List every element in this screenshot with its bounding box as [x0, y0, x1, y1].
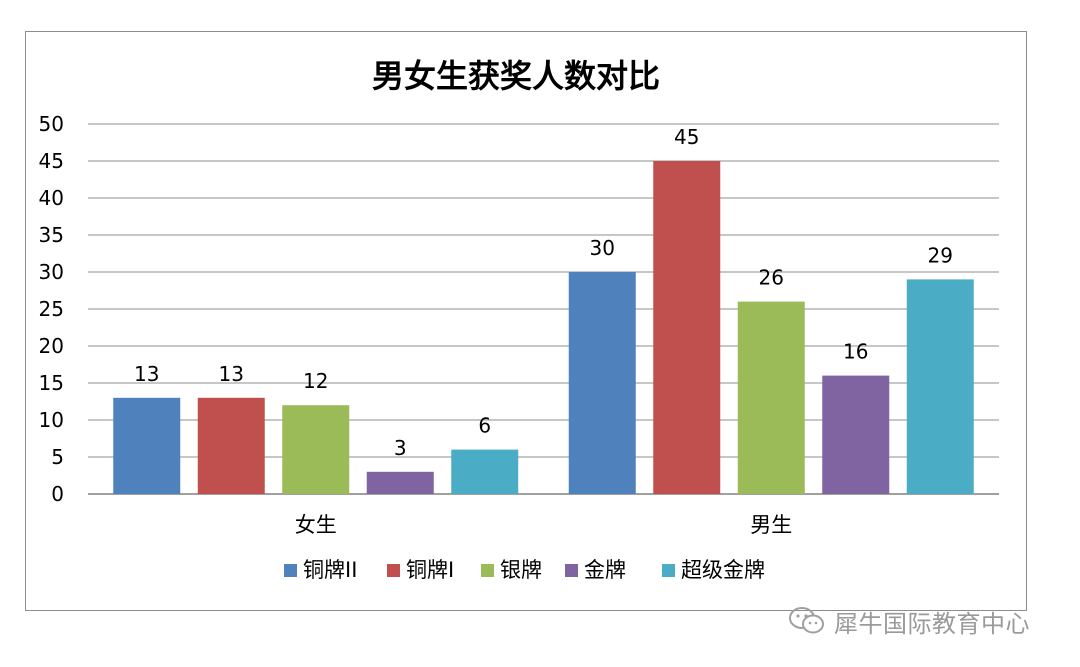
x-axis: 女生 男生: [295, 513, 793, 537]
data-label: 6: [478, 414, 491, 438]
data-label: 3: [394, 436, 407, 460]
data-label: 29: [928, 243, 953, 267]
data-label: 12: [303, 369, 328, 393]
y-tick-label: 0: [51, 482, 64, 506]
legend-swatch: [662, 564, 675, 577]
y-tick-label: 30: [39, 260, 64, 284]
y-tick-label: 25: [39, 297, 64, 321]
legend-swatch: [481, 564, 494, 577]
legend: 铜牌II 铜牌I 银牌 金牌 超级金牌: [284, 558, 765, 582]
chart-title: 男女生获奖人数对比: [372, 57, 660, 95]
x-category-label: 女生: [295, 513, 337, 537]
legend-label: 铜牌I: [406, 558, 454, 582]
y-tick-label: 35: [39, 223, 64, 247]
bar: [906, 279, 974, 494]
legend-swatch: [284, 564, 297, 577]
y-tick-label: 15: [39, 371, 64, 395]
legend-label: 铜牌II: [303, 558, 357, 582]
data-label: 13: [134, 362, 159, 386]
legend-label: 银牌: [500, 558, 542, 582]
bar: [737, 301, 805, 494]
bar: [451, 449, 519, 494]
data-label: 45: [674, 125, 699, 149]
watermark: 犀牛国际教育中心: [788, 604, 1030, 638]
bar: [822, 375, 890, 494]
data-labels: 13 13 12 3 6 30 45 26 16 29: [134, 125, 953, 460]
legend-label: 金牌: [584, 558, 626, 582]
y-tick-label: 45: [39, 149, 64, 173]
legend-swatch: [387, 564, 400, 577]
y-tick-label: 5: [51, 445, 64, 469]
y-tick-label: 40: [39, 186, 64, 210]
bar: [282, 405, 350, 494]
y-axis: 0 5 10 15 20 25 30 35 40 45 50: [39, 112, 64, 506]
bar: [197, 397, 265, 494]
y-tick-label: 10: [39, 408, 64, 432]
bar-chart: 男女生获奖人数对比 0 5 10 15 20 25 30 35 40 45 50 13 13 12 3 6 3…: [39, 57, 999, 582]
data-label: 30: [590, 236, 615, 260]
bar: [568, 272, 636, 494]
bars: [113, 161, 974, 494]
watermark-text: 犀牛国际教育中心: [834, 609, 1030, 638]
data-label: 16: [843, 340, 868, 364]
y-tick-label: 50: [39, 112, 64, 136]
data-label: 26: [759, 266, 784, 290]
x-category-label: 男生: [750, 513, 792, 537]
data-label: 13: [219, 362, 244, 386]
chart-frame: 男女生获奖人数对比 0 5 10 15 20 25 30 35 40 45 50 13 13 12 3 6 3…: [25, 31, 1027, 611]
legend-swatch: [565, 564, 578, 577]
legend-label: 超级金牌: [681, 558, 765, 582]
y-tick-label: 20: [39, 334, 64, 358]
wechat-icon: [789, 607, 824, 634]
bar: [366, 471, 434, 494]
bar: [653, 161, 721, 494]
bar: [113, 397, 181, 494]
